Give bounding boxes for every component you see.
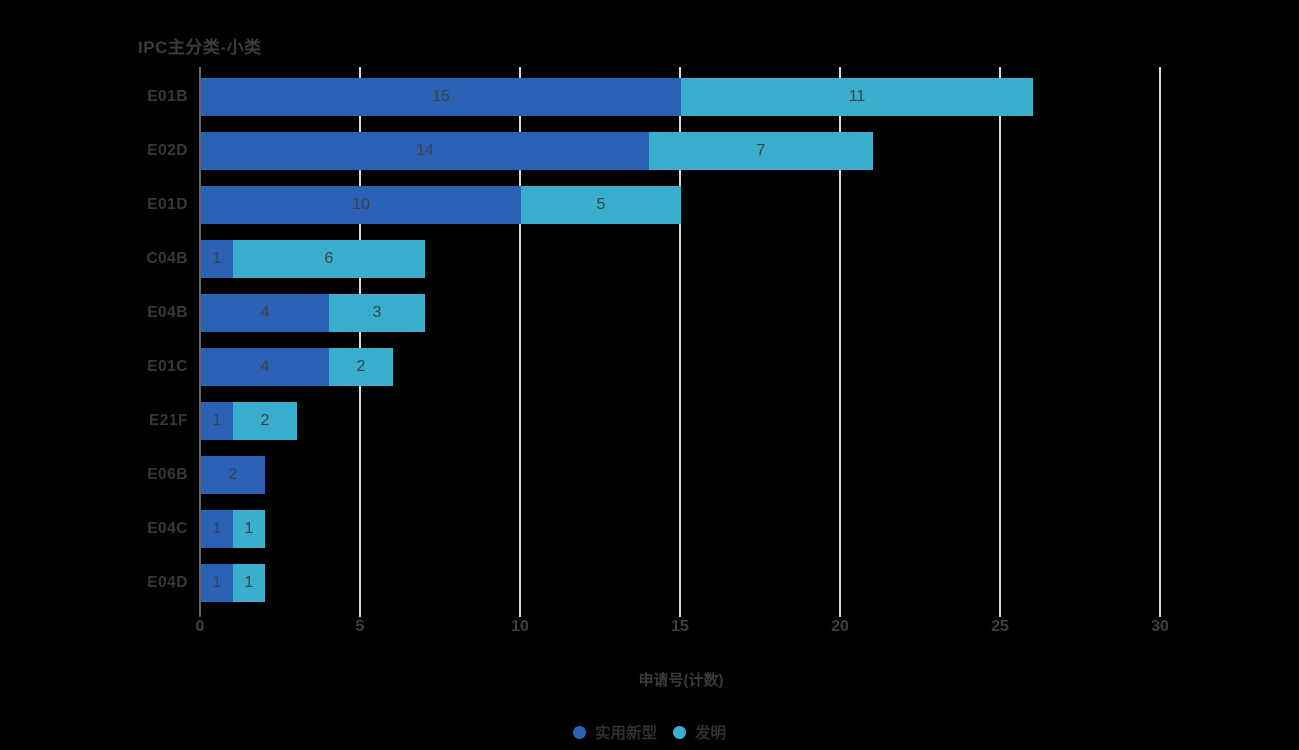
legend-swatch-invention — [673, 725, 686, 739]
bar-segment-e01c-utility-model[interactable]: 4 — [201, 348, 329, 386]
bar-segment-c04b-utility-model[interactable]: 1 — [201, 240, 233, 278]
bar-value-label: 1 — [212, 574, 222, 591]
gridline — [839, 67, 841, 617]
bar-value-label: 15 — [432, 88, 450, 105]
bar-value-label: 2 — [356, 358, 366, 375]
bar-value-label: 1 — [212, 412, 222, 429]
gridline — [1159, 67, 1161, 617]
bar-value-label: 5 — [596, 196, 606, 213]
y-axis-line — [199, 67, 201, 617]
category-label-e01d: E01D — [147, 196, 188, 213]
bar-value-label: 1 — [244, 574, 254, 591]
bar-segment-e01b-utility-model[interactable]: 15 — [201, 78, 681, 116]
category-label-e06b: E06B — [147, 466, 188, 483]
bar-value-label: 1 — [212, 250, 222, 267]
x-tick-label: 15 — [671, 618, 689, 635]
gridline — [359, 67, 361, 617]
bar-segment-e01d-invention[interactable]: 5 — [521, 186, 681, 224]
bar-value-label: 10 — [352, 196, 370, 213]
bar-segment-e01d-utility-model[interactable]: 10 — [201, 186, 521, 224]
bar-value-label: 11 — [848, 88, 866, 105]
legend-swatch-utility-model — [572, 725, 586, 739]
category-label-e01c: E01C — [147, 358, 188, 375]
x-axis-title: 申请号(计数) — [638, 672, 724, 689]
bar-value-label: 7 — [756, 142, 766, 159]
bar-segment-e04c-invention[interactable]: 1 — [233, 510, 265, 548]
gridline — [519, 67, 521, 617]
bar-segment-e02d-utility-model[interactable]: 14 — [201, 132, 649, 170]
bar-value-label: 4 — [260, 304, 270, 321]
gridline — [679, 67, 681, 617]
category-label-e02d: E02D — [147, 142, 188, 159]
category-label-e04b: E04B — [147, 304, 188, 321]
category-label-e01b: E01B — [147, 88, 188, 105]
bar-segment-e04b-invention[interactable]: 3 — [329, 294, 425, 332]
bar-value-label: 2 — [260, 412, 270, 429]
category-label-e04c: E04C — [147, 520, 188, 537]
x-tick-label: 0 — [195, 618, 205, 635]
bar-value-label: 6 — [324, 250, 334, 267]
bar-segment-e04b-utility-model[interactable]: 4 — [201, 294, 329, 332]
bar-value-label: 1 — [244, 520, 254, 537]
bar-value-label: 4 — [260, 358, 270, 375]
legend-item-invention[interactable]: 发明 — [673, 721, 726, 743]
bar-segment-e21f-invention[interactable]: 2 — [233, 402, 297, 440]
x-tick-label: 30 — [1151, 618, 1169, 635]
x-tick-label: 5 — [355, 618, 365, 635]
bar-segment-e02d-invention[interactable]: 7 — [649, 132, 873, 170]
bar-segment-e21f-utility-model[interactable]: 1 — [201, 402, 233, 440]
category-label-e21f: E21F — [148, 412, 188, 429]
bar-segment-e01c-invention[interactable]: 2 — [329, 348, 393, 386]
legend: 实用新型 发明 — [0, 721, 1299, 743]
category-label-e04d: E04D — [147, 574, 188, 591]
bar-value-label: 14 — [416, 142, 434, 159]
x-tick-label: 20 — [831, 618, 849, 635]
bar-segment-e04c-utility-model[interactable]: 1 — [201, 510, 233, 548]
legend-label: 发明 — [695, 725, 727, 742]
gridline — [999, 67, 1001, 617]
legend-item-utility-model[interactable]: 实用新型 — [572, 721, 657, 743]
x-tick-label: 10 — [511, 618, 529, 635]
bar-value-label: 1 — [212, 520, 222, 537]
bar-segment-e04d-invention[interactable]: 1 — [233, 564, 265, 602]
bar-segment-e06b-utility-model[interactable]: 2 — [201, 456, 265, 494]
legend-label: 实用新型 — [594, 725, 657, 742]
bar-segment-c04b-invention[interactable]: 6 — [233, 240, 425, 278]
chart-title: IPC主分类-小类 — [138, 38, 262, 57]
x-tick-label: 25 — [991, 618, 1009, 635]
bar-value-label: 2 — [228, 466, 238, 483]
bar-value-label: 3 — [372, 304, 382, 321]
bar-segment-e04d-utility-model[interactable]: 1 — [201, 564, 233, 602]
category-label-c04b: C04B — [146, 250, 188, 267]
bar-segment-e01b-invention[interactable]: 11 — [681, 78, 1033, 116]
